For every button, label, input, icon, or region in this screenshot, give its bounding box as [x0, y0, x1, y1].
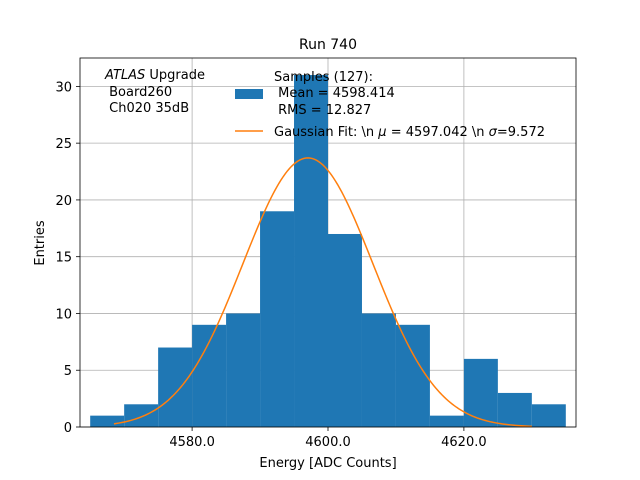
legend-sigma-value: =9.572 — [497, 125, 545, 140]
svg-text:ATLAS Upgrade: ATLAS Upgrade — [104, 68, 205, 83]
y-axis-ticks: 0 5 10 15 20 25 30 — [55, 80, 80, 436]
legend-fit-label: Gaussian Fit: \n μ = 4597.042 \n σ=9.572 — [274, 125, 545, 140]
histogram-bar — [497, 392, 532, 427]
y-tick-label: 5 — [64, 364, 72, 379]
histogram-bar — [124, 404, 159, 427]
x-axis-label: Energy [ADC Counts] — [259, 456, 396, 471]
histogram-bar — [226, 313, 261, 427]
histogram-bar — [429, 415, 464, 427]
histogram-bar — [192, 324, 227, 427]
annotation-line2: Board260 — [105, 85, 172, 100]
x-axis-ticks: 4580.0 4600.0 4620.0 — [169, 427, 487, 450]
histogram-bar — [294, 75, 328, 428]
histogram-bar — [260, 211, 295, 427]
y-tick-label: 30 — [55, 80, 72, 95]
gaussian-fit-curve — [113, 157, 532, 428]
x-tick-label: 4580.0 — [169, 435, 215, 450]
y-axis-label: Entries — [33, 220, 48, 266]
legend-mu-symbol: μ — [377, 125, 386, 140]
y-tick-label: 10 — [55, 307, 72, 322]
legend-fit-prefix: Gaussian Fit: \n — [274, 125, 378, 140]
chart-title: Run 740 — [299, 37, 357, 53]
y-tick-label: 0 — [64, 421, 72, 436]
legend: Samples (127): Mean = 4598.414 RMS = 12.… — [235, 70, 545, 140]
legend-histogram-line3: RMS = 12.827 — [274, 103, 371, 118]
legend-histogram-line2: Mean = 4598.414 — [274, 86, 395, 101]
y-tick-label: 25 — [55, 137, 72, 152]
legend-histogram-swatch — [235, 89, 263, 99]
histogram-bar — [531, 404, 566, 427]
atlas-italic-label: ATLAS — [104, 68, 145, 83]
histogram-bar — [361, 313, 396, 427]
annotation-line1-rest: Upgrade — [145, 68, 205, 83]
histogram-bar — [463, 358, 498, 427]
atlas-annotation: ATLAS Upgrade Board260 Ch020 35dB — [104, 68, 205, 116]
histogram-bar — [158, 347, 193, 427]
x-tick-label: 4620.0 — [441, 435, 487, 450]
x-tick-label: 4600.0 — [305, 435, 351, 450]
histogram-bars — [90, 75, 566, 428]
legend-mu-value: = 4597.042 \n — [387, 125, 489, 140]
legend-sigma-symbol: σ — [489, 125, 498, 140]
histogram-bar — [328, 233, 362, 427]
y-tick-label: 15 — [55, 251, 72, 266]
legend-histogram-line1: Samples (127): — [274, 70, 373, 85]
histogram-bar — [90, 415, 125, 427]
y-tick-label: 20 — [55, 194, 72, 209]
histogram-bar — [395, 324, 430, 427]
annotation-line3: Ch020 35dB — [105, 101, 189, 116]
